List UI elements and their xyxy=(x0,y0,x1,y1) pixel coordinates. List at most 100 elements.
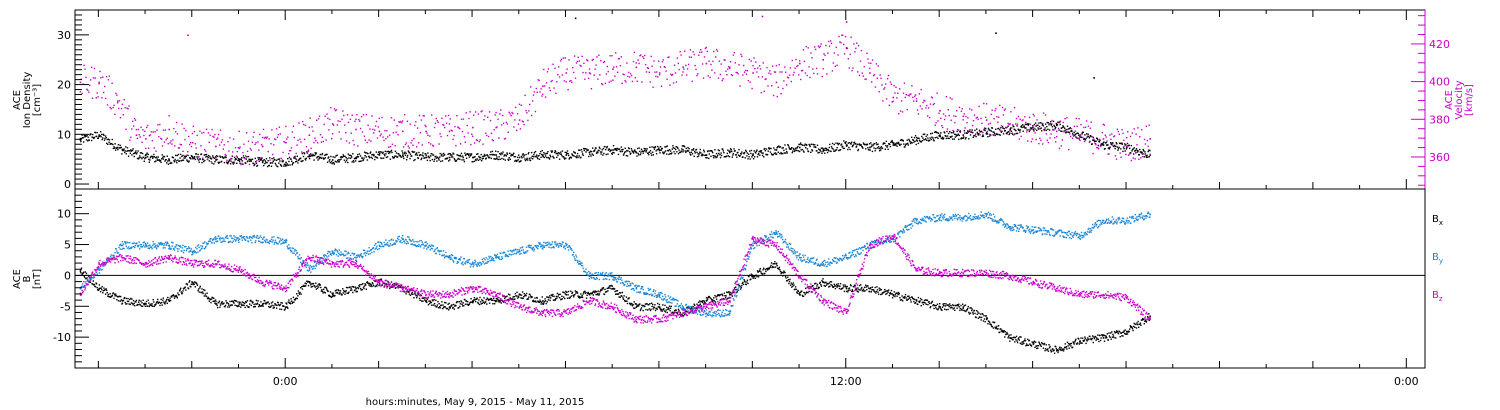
density-point xyxy=(234,159,236,161)
bx-point xyxy=(816,283,819,286)
bx-point xyxy=(395,284,398,286)
bx-point xyxy=(972,311,974,314)
velocity-point xyxy=(1027,129,1030,131)
bx-point xyxy=(974,312,976,315)
density-point xyxy=(716,156,718,158)
bx-point xyxy=(439,306,441,308)
velocity-point xyxy=(756,71,758,73)
velocity-point xyxy=(838,35,840,38)
velocity-point xyxy=(175,131,177,133)
density-point xyxy=(894,143,897,145)
velocity-point xyxy=(808,66,810,68)
velocity-point xyxy=(982,132,984,134)
density-point xyxy=(275,159,278,161)
velocity-point xyxy=(493,129,495,131)
density-point xyxy=(461,159,463,161)
velocity-point xyxy=(843,43,845,46)
density-point xyxy=(660,149,662,151)
velocity-point xyxy=(975,117,977,119)
velocity-point xyxy=(191,141,194,144)
density-point xyxy=(462,156,464,159)
density-point xyxy=(125,146,127,148)
density-point xyxy=(848,142,851,144)
density-point xyxy=(698,153,700,155)
density-point xyxy=(232,163,235,165)
bx-point xyxy=(913,300,915,303)
velocity-point xyxy=(816,73,819,75)
bx-point xyxy=(376,285,378,287)
velocity-point xyxy=(339,120,341,123)
bx-point xyxy=(854,284,856,286)
velocity-point xyxy=(996,116,998,118)
bx-point xyxy=(406,289,408,291)
bx-point xyxy=(461,303,463,305)
velocity-point xyxy=(432,145,435,147)
bx-point xyxy=(562,291,564,293)
bx-point xyxy=(517,295,519,297)
density-point xyxy=(566,152,568,155)
bx-point xyxy=(178,290,181,292)
bx-point xyxy=(598,294,600,296)
velocity-point xyxy=(196,134,198,137)
density-point xyxy=(1119,142,1121,145)
bx-point xyxy=(574,290,576,292)
velocity-point xyxy=(818,46,821,49)
bx-point xyxy=(870,287,872,289)
density-point xyxy=(351,156,353,158)
velocity-point xyxy=(573,55,576,57)
density-point xyxy=(355,156,357,159)
bx-point xyxy=(847,291,849,293)
velocity-point xyxy=(624,79,626,82)
bx-point xyxy=(712,300,714,302)
density-point xyxy=(124,150,126,152)
bx-point xyxy=(871,289,873,291)
density-point xyxy=(833,143,835,146)
bx-point xyxy=(486,303,488,305)
density-point xyxy=(1067,128,1070,130)
velocity-point xyxy=(899,88,901,90)
velocity-point xyxy=(922,101,924,104)
density-point xyxy=(160,161,162,164)
bx-point xyxy=(436,304,439,306)
bx-point xyxy=(1055,347,1057,350)
density-point xyxy=(675,146,677,148)
velocity-point xyxy=(557,74,559,76)
velocity-point xyxy=(453,134,455,137)
density-point xyxy=(727,155,730,157)
density-point xyxy=(151,155,153,158)
bx-point xyxy=(683,313,686,316)
density-point xyxy=(1060,130,1062,132)
velocity-point xyxy=(382,136,384,138)
bx-point xyxy=(481,299,483,301)
bx-point xyxy=(663,308,665,310)
bx-point xyxy=(293,301,295,303)
density-point xyxy=(152,156,154,158)
density-point xyxy=(544,155,547,157)
velocity-point xyxy=(239,146,241,148)
density-point xyxy=(1009,132,1011,134)
density-point xyxy=(830,145,833,148)
bx-point xyxy=(80,267,83,269)
bx-point xyxy=(201,291,204,293)
density-point xyxy=(694,152,696,154)
bx-point xyxy=(290,298,292,300)
bx-point xyxy=(1085,342,1087,345)
velocity-point xyxy=(84,68,86,70)
density-point xyxy=(399,155,402,157)
bx-point xyxy=(1009,340,1011,342)
velocity-point xyxy=(632,60,635,63)
velocity-point xyxy=(510,115,512,117)
velocity-point xyxy=(473,114,475,116)
density-point xyxy=(932,139,935,141)
density-point xyxy=(971,131,973,133)
bx-point xyxy=(709,296,711,299)
bx-point xyxy=(334,290,337,292)
bx-point xyxy=(1042,343,1044,345)
velocity-point xyxy=(119,117,122,119)
velocity-point xyxy=(122,114,124,116)
velocity-point xyxy=(648,71,650,73)
density-point xyxy=(183,157,185,159)
bx-point xyxy=(444,306,446,308)
velocity-point xyxy=(502,114,504,117)
bx-point xyxy=(958,303,960,305)
